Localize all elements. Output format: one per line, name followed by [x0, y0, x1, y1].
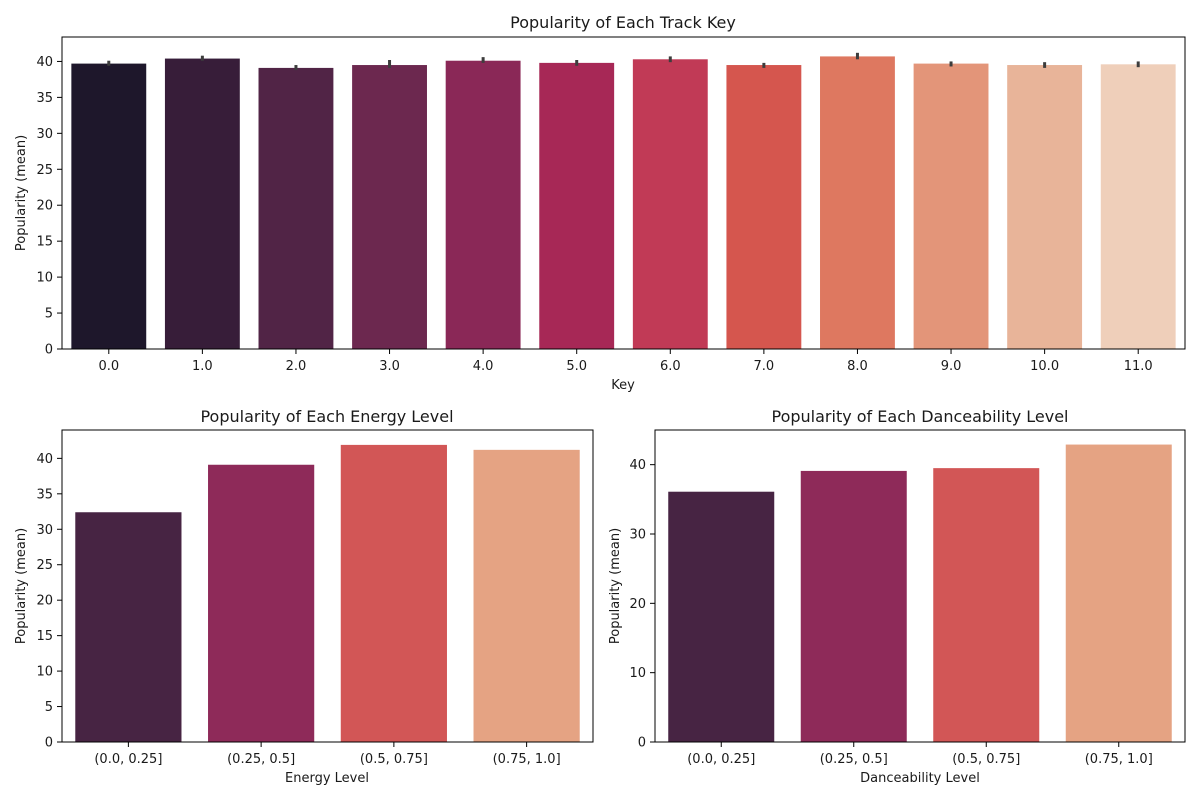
bar-(0.25, 0.5]: [800, 470, 907, 742]
y-tick-label: 10: [629, 666, 646, 681]
x-tick-label: (0.25, 0.5]: [227, 752, 295, 767]
y-tick-label: 10: [36, 271, 53, 286]
x-tick-label: (0.5, 0.75]: [952, 752, 1020, 767]
bar-(0.25, 0.5]: [208, 464, 315, 742]
bar-11.0: [1100, 64, 1176, 349]
y-tick-label: 30: [36, 127, 53, 142]
chart-title: Popularity of Each Energy Level: [200, 407, 453, 426]
bar-2.0: [258, 67, 334, 349]
x-tick-label: (0.0, 0.25]: [687, 752, 755, 767]
bar-6.0: [632, 59, 708, 349]
bar-4.0: [445, 60, 521, 349]
x-tick-label: 7.0: [754, 359, 775, 374]
y-tick-label: 20: [36, 594, 53, 609]
bar-0.0: [71, 63, 147, 349]
y-tick-label: 40: [36, 452, 53, 467]
y-axis-label: Popularity (mean): [608, 528, 623, 644]
y-tick-label: 30: [36, 523, 53, 538]
x-tick-label: 1.0: [192, 359, 213, 374]
y-tick-label: 35: [36, 487, 53, 502]
plot-frame: [654, 429, 1186, 743]
bar-8.0: [820, 56, 895, 349]
x-axis-label: Energy Level: [285, 771, 369, 786]
x-tick-label: 11.0: [1124, 359, 1153, 374]
x-tick-label: (0.75, 1.0]: [1085, 752, 1153, 767]
y-tick-label: 0: [638, 736, 646, 751]
plot-frame: [61, 429, 594, 743]
y-tick-label: 0: [45, 343, 53, 358]
x-tick-label: 8.0: [847, 359, 868, 374]
x-tick-label: 9.0: [941, 359, 962, 374]
bar-3.0: [352, 65, 427, 349]
y-tick-label: 40: [629, 458, 646, 473]
x-tick-label: (0.25, 0.5]: [820, 752, 888, 767]
plot-frame: [61, 36, 1186, 350]
y-tick-label: 5: [45, 700, 53, 715]
bar-9.0: [913, 63, 989, 349]
y-tick-label: 0: [45, 736, 53, 751]
chart-energy-level: Popularity of Each Energy Level Energy L…: [14, 407, 594, 786]
bar-(0.5, 0.75]: [933, 468, 1040, 742]
x-axis-label: Danceability Level: [860, 771, 980, 786]
x-tick-label: (0.0, 0.25]: [94, 752, 162, 767]
y-tick-label: 30: [629, 528, 646, 543]
chart-track-key: Popularity of Each Track Key Key Popular…: [14, 13, 1186, 393]
chart-title: Popularity of Each Track Key: [510, 13, 736, 32]
y-tick-label: 5: [45, 307, 53, 322]
bar-(0.0, 0.25]: [75, 512, 182, 742]
x-tick-label: 4.0: [473, 359, 494, 374]
bar-5.0: [539, 62, 615, 349]
x-tick-label: 0.0: [98, 359, 119, 374]
bar-(0.75, 1.0]: [473, 449, 580, 742]
y-axis-label: Popularity (mean): [14, 528, 29, 644]
y-tick-label: 40: [36, 55, 53, 70]
x-tick-label: 3.0: [379, 359, 400, 374]
x-tick-label: 6.0: [660, 359, 681, 374]
y-tick-label: 25: [36, 163, 53, 178]
y-tick-label: 20: [629, 597, 646, 612]
y-tick-label: 25: [36, 558, 53, 573]
bar-(0.5, 0.75]: [340, 444, 447, 742]
bar-7.0: [726, 65, 802, 349]
y-tick-label: 15: [36, 235, 53, 250]
y-axis-label: Popularity (mean): [14, 135, 29, 251]
chart-danceability-level: Popularity of Each Danceability Level Da…: [608, 407, 1186, 786]
y-tick-label: 35: [36, 91, 53, 106]
x-axis-label: Key: [611, 378, 635, 393]
x-tick-label: 10.0: [1030, 359, 1059, 374]
bar-(0.0, 0.25]: [668, 491, 775, 742]
x-tick-label: (0.75, 1.0]: [493, 752, 561, 767]
bar-1.0: [164, 58, 240, 349]
x-tick-label: (0.5, 0.75]: [360, 752, 428, 767]
y-tick-label: 20: [36, 199, 53, 214]
x-tick-label: 5.0: [566, 359, 587, 374]
y-tick-label: 10: [36, 665, 53, 680]
bar-(0.75, 1.0]: [1065, 444, 1172, 742]
bar-10.0: [1007, 65, 1083, 349]
x-tick-label: 2.0: [286, 359, 307, 374]
y-tick-label: 15: [36, 629, 53, 644]
chart-title: Popularity of Each Danceability Level: [772, 407, 1069, 426]
